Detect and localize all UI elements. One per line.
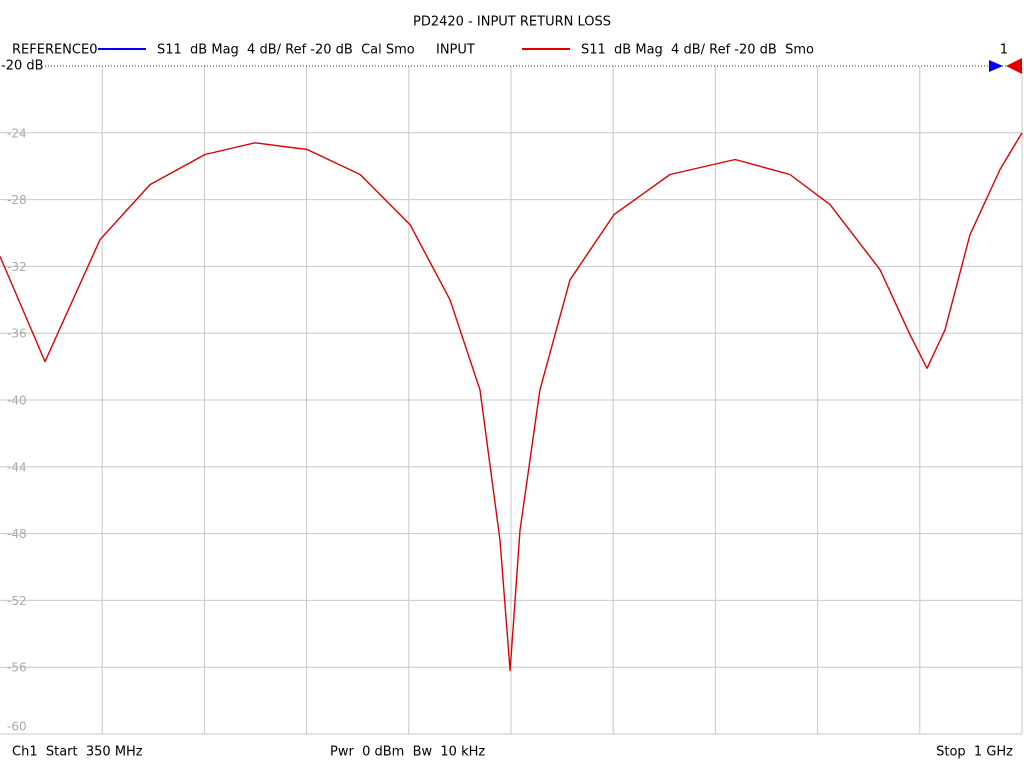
y-tick-label: -40 bbox=[7, 394, 27, 408]
y-tick-label: -36 bbox=[7, 327, 27, 341]
chart-title: PD2420 - INPUT RETURN LOSS bbox=[413, 15, 611, 30]
trace-line bbox=[0, 132, 1023, 672]
marker-label: 1 bbox=[1000, 43, 1008, 58]
legend-input-name: INPUT bbox=[436, 43, 475, 58]
y-tick-label: -28 bbox=[7, 193, 27, 207]
y-tick-label: -60 bbox=[7, 720, 27, 734]
legend-input-info: S11 dB Mag 4 dB/ Ref -20 dB Smo bbox=[581, 43, 814, 58]
reference-arrow bbox=[989, 60, 1003, 72]
y-tick-label: -48 bbox=[7, 527, 27, 541]
reference-label: -20 dB bbox=[1, 59, 44, 74]
legend-reference-info: S11 dB Mag 4 dB/ Ref -20 dB Cal Smo bbox=[157, 43, 415, 58]
footer-right: Stop 1 GHz bbox=[936, 745, 1013, 760]
trace-arrow bbox=[1006, 58, 1022, 74]
reference-label-bg bbox=[0, 58, 44, 72]
legend-reference-name: REFERENCE0 bbox=[12, 43, 97, 58]
y-tick-label: -24 bbox=[7, 126, 27, 140]
y-tick-label: -56 bbox=[7, 661, 27, 675]
footer-center: Pwr 0 dBm Bw 10 kHz bbox=[330, 745, 485, 760]
footer-left: Ch1 Start 350 MHz bbox=[12, 745, 143, 760]
y-tick-label: -32 bbox=[7, 260, 27, 274]
y-tick-label: -44 bbox=[7, 460, 27, 474]
y-tick-label: -52 bbox=[7, 594, 27, 608]
